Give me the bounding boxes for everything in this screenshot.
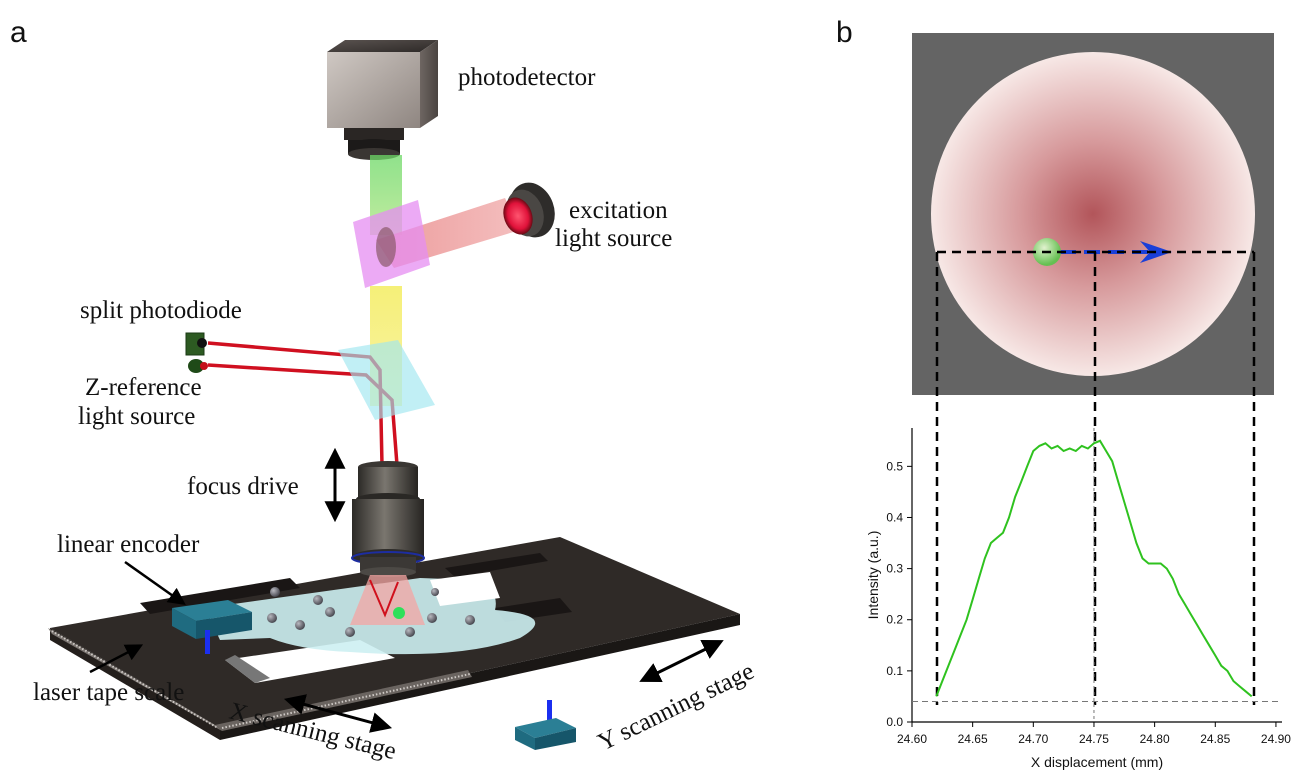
sample-beads bbox=[267, 587, 475, 637]
photodetector-camera bbox=[327, 40, 438, 160]
y-tick-label: 0.3 bbox=[886, 562, 903, 576]
panel-a-letter: a bbox=[10, 16, 27, 49]
beam-splitter bbox=[338, 340, 435, 420]
laser-tape-scale-label: laser tape scale bbox=[33, 679, 184, 706]
zref-label-2: light source bbox=[78, 403, 195, 430]
linear-encoder-label: linear encoder bbox=[57, 531, 200, 558]
well-image bbox=[912, 33, 1274, 395]
x-tick-label: 24.80 bbox=[1140, 732, 1170, 746]
x-tick-label: 24.90 bbox=[1261, 732, 1291, 746]
panel-b-letter: b bbox=[836, 16, 853, 49]
y-scanning-stage-label: Y scanning stage bbox=[594, 658, 759, 757]
y-tick-label: 0.1 bbox=[886, 664, 903, 678]
y-tick-label: 0.0 bbox=[886, 715, 903, 729]
split-photodiode-label: split photodiode bbox=[80, 297, 242, 324]
focus-rays bbox=[369, 579, 399, 618]
linear-encoder bbox=[172, 600, 252, 654]
split-photodiode bbox=[185, 332, 208, 373]
photodetector-label: photodetector bbox=[458, 64, 596, 91]
intensity-chart: 0.0 0.1 0.2 0.3 0.4 0.5 24.60 24.65 24.70 24.75 2… bbox=[865, 428, 1291, 770]
x-stage-arrow bbox=[283, 694, 393, 733]
x-tick-label: 24.75 bbox=[1079, 732, 1109, 746]
mirror-spot bbox=[376, 227, 396, 267]
series-line bbox=[935, 439, 1253, 698]
excitation-light-source bbox=[503, 182, 555, 238]
x-tick-label: 24.60 bbox=[897, 732, 927, 746]
tape-callout-arrow bbox=[89, 644, 144, 674]
zref-label-1: Z-reference bbox=[85, 374, 202, 401]
objective-lens bbox=[351, 461, 425, 577]
y-tick-label: 0.4 bbox=[886, 510, 903, 524]
x-tick-label: 24.70 bbox=[1018, 732, 1048, 746]
target-bead bbox=[393, 607, 405, 619]
y-tick-label: 0.2 bbox=[886, 613, 903, 627]
focus-drive-label: focus drive bbox=[187, 473, 299, 500]
guide-lines bbox=[935, 250, 1256, 705]
focus-cone bbox=[350, 575, 425, 625]
y-stage-arrow bbox=[639, 640, 724, 682]
y-axis-label: Intensity (a.u.) bbox=[865, 531, 881, 620]
y-tick-label: 0.5 bbox=[886, 459, 903, 473]
x-tick-label: 24.85 bbox=[1200, 732, 1230, 746]
x-tick-label: 24.65 bbox=[958, 732, 988, 746]
excitation-label-2: light source bbox=[555, 225, 672, 252]
y-encoder bbox=[515, 700, 576, 750]
x-axis-label: X displacement (mm) bbox=[1031, 754, 1163, 770]
excitation-label-1: excitation bbox=[569, 197, 668, 224]
encoder-callout-arrow bbox=[124, 560, 186, 606]
